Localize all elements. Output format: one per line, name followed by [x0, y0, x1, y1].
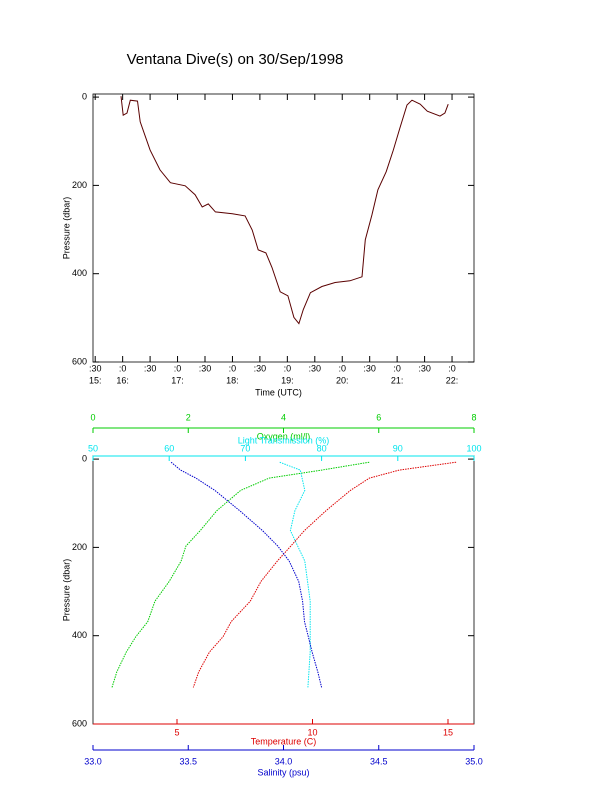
x-tick-label: :30: [418, 363, 431, 373]
x-axis-label: Oxygen (ml/l): [257, 431, 311, 441]
profile-line: [279, 461, 311, 688]
chart-title: Ventana Dive(s) on 30/Sep/1998: [127, 51, 344, 68]
plot-frame: [92, 93, 475, 363]
x-tick-hour: 20:: [336, 375, 349, 385]
x-tick-label: 10: [307, 727, 317, 737]
x-tick-label: 8: [471, 412, 476, 422]
x-tick-hour: 15:: [89, 375, 102, 385]
x-tick-label: :30: [309, 363, 322, 373]
x-tick-label: :0: [338, 363, 346, 373]
x-tick-label: 34.0: [275, 756, 293, 766]
x-tick-label: 34.5: [370, 756, 388, 766]
y-axis-label: Pressure (dbar): [61, 197, 71, 260]
x-tick-hour: 18:: [226, 375, 239, 385]
x-tick-label: 4: [281, 412, 286, 422]
x-axis-label: Temperature (C): [251, 736, 317, 746]
x-tick-label: 0: [90, 412, 95, 422]
x-tick-label: 33.0: [84, 756, 102, 766]
x-tick-label: :0: [174, 363, 182, 373]
y-tick-label: 0: [82, 453, 87, 463]
x-tick-label: :30: [89, 363, 102, 373]
x-tick-label: 80: [317, 443, 327, 453]
x-tick-hour: 16:: [116, 375, 129, 385]
plot-frame: [92, 455, 475, 725]
y-tick-label: 200: [72, 542, 87, 552]
x-tick-label: 2: [186, 412, 191, 422]
x-tick-hour: 19:: [281, 375, 294, 385]
x-tick-label: 6: [376, 412, 381, 422]
x-tick-label: :30: [144, 363, 157, 373]
x-tick-label: :0: [448, 363, 456, 373]
x-tick-label: 15: [443, 727, 453, 737]
y-tick-label: 400: [72, 268, 87, 278]
x-tick-hour: 21:: [391, 375, 404, 385]
x-tick-label: :30: [199, 363, 212, 373]
x-tick-label: 50: [88, 443, 98, 453]
x-tick-label: 5: [174, 727, 179, 737]
x-tick-label: 100: [466, 443, 481, 453]
x-tick-hour: 17:: [171, 375, 184, 385]
y-tick-label: 600: [72, 718, 87, 728]
x-tick-label: 35.0: [465, 756, 483, 766]
x-axis-label: Light Transmission (%): [238, 435, 330, 445]
x-tick-label: :30: [254, 363, 267, 373]
x-tick-label: :0: [119, 363, 127, 373]
x-tick-label: 33.5: [179, 756, 197, 766]
y-tick-label: 400: [72, 630, 87, 640]
x-tick-label: :0: [393, 363, 401, 373]
y-tick-label: 0: [82, 91, 87, 101]
x-axis-label: Salinity (psu): [257, 767, 309, 777]
x-tick-label: :30: [363, 363, 376, 373]
y-tick-label: 200: [72, 180, 87, 190]
profile-line: [170, 461, 323, 688]
x-tick-label: 70: [240, 443, 250, 453]
y-tick-label: 600: [72, 356, 87, 366]
x-tick-label: :0: [284, 363, 292, 373]
profile-line: [111, 461, 370, 688]
x-axis-label: Time (UTC): [255, 387, 302, 397]
x-tick-label: :0: [229, 363, 237, 373]
y-axis-label: Pressure (dbar): [61, 559, 71, 622]
x-tick-label: 90: [393, 443, 403, 453]
x-tick-hour: 22:: [446, 375, 459, 385]
pressure-line: [120, 96, 449, 325]
x-tick-label: 60: [164, 443, 174, 453]
profile-line: [192, 461, 457, 688]
